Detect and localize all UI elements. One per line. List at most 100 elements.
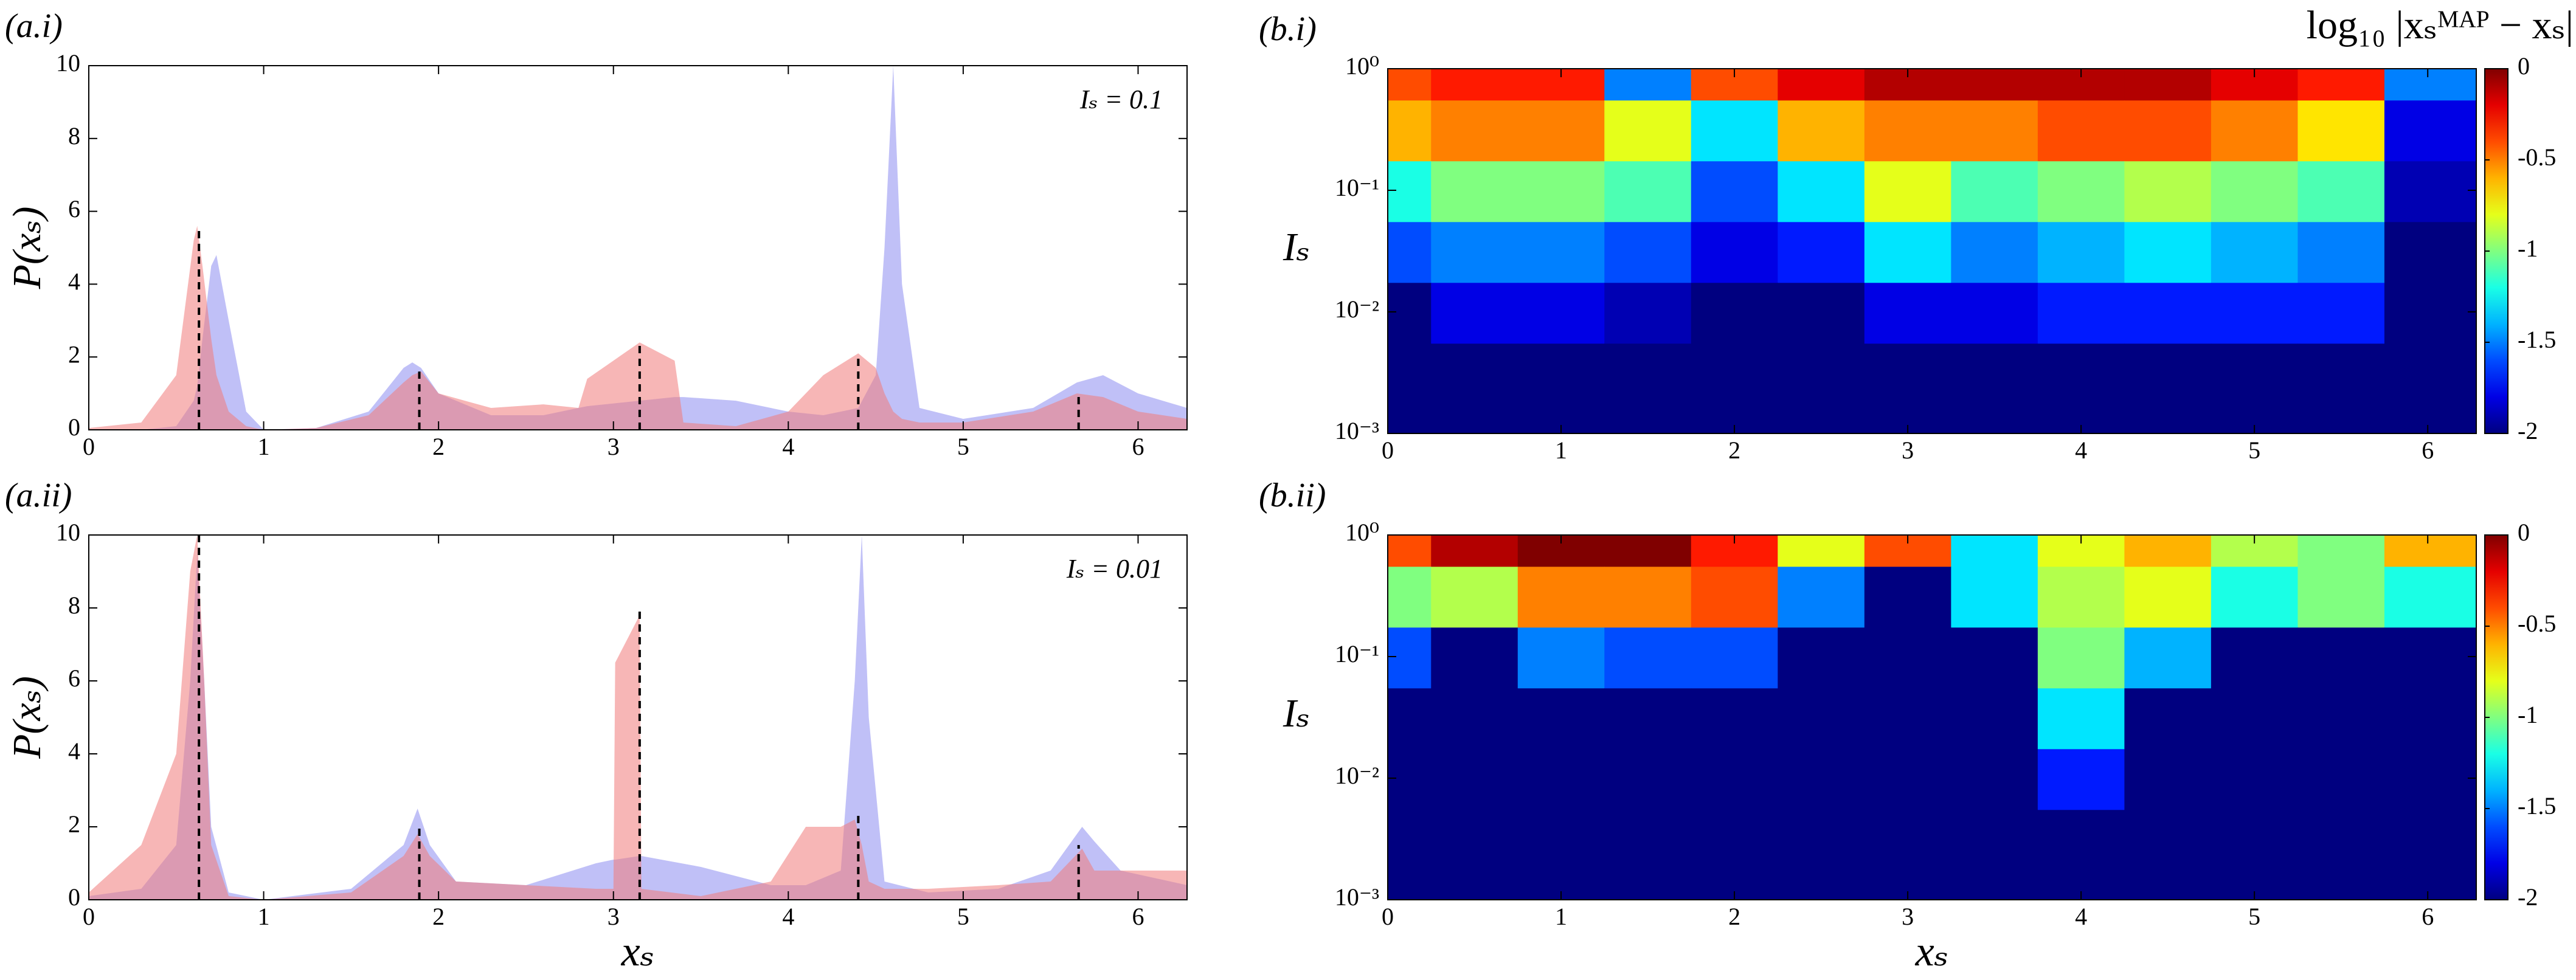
heatmap-cell [1691,100,1778,162]
axes-frame [88,65,1188,430]
axes-frame [88,534,1188,900]
plot-area [1388,69,2476,433]
heatmap-cell [1778,627,1865,689]
heatmap-cell [2124,749,2212,810]
x-tick-label: 1 [1555,903,1567,930]
heatmap-cell [2211,283,2299,344]
heatmap-cell [1691,343,1778,405]
heatmap-cell [1431,567,1518,628]
plot-area [89,66,1187,430]
heatmap-cell [1431,810,1518,871]
x-tick-label: 6 [1132,903,1144,930]
heatmap-cell [1604,222,1692,283]
heatmap-cell [1778,688,1865,750]
heatmap-cell [1517,343,1605,405]
panel-label: (b.i) [1259,10,1317,48]
colorbar-label: log₁₀ |xₛᴹᴬᴾ − xₛ| [2307,3,2574,47]
x-tick-label: 1 [1555,437,1567,464]
heatmap-cell [2384,567,2476,628]
heatmap-cell [1388,627,1432,689]
plot-area [89,535,1187,900]
heatmap-cell [2124,810,2212,871]
heatmap-cell [2124,535,2212,567]
heatmap-cell [2384,69,2476,101]
heatmap-cell [2384,688,2476,750]
heatmap-cell [1691,627,1778,689]
heatmap-cell [1951,222,2038,283]
x-tick-label: 3 [608,433,620,460]
x-tick-label: 0 [1382,437,1394,464]
heatmap-cell [1604,343,1692,405]
heatmap-cell [2037,688,2125,750]
colorbar-tick-label: 0 [2518,519,2530,546]
x-tick-label: 4 [2075,437,2087,464]
heatmap-cell [2297,222,2385,283]
x-tick-label: 5 [957,903,969,930]
y-tick-label: 10⁰ [1345,52,1379,80]
heatmap-cell [2037,283,2125,344]
colorbar-tick-label: -0.5 [2518,610,2556,637]
heatmap-cell [1778,749,1865,810]
heatmap-cell [2124,69,2212,101]
colorbar-tick-label: -1.5 [2518,326,2556,353]
heatmap-cell [1691,749,1778,810]
heatmap-cell [1864,688,1951,750]
heatmap-cell [1951,404,2038,433]
x-tick-label: 6 [2422,903,2434,930]
heatmap-cell [1778,343,1865,405]
y-tick-label: 10⁻² [1335,295,1379,323]
heatmap-cell [1691,161,1778,223]
heatmap-cell [1517,100,1605,162]
heatmap-cell [1951,627,2038,689]
heatmap-cell [2211,100,2299,162]
x-tick-label: 0 [1382,903,1394,930]
heatmap-cell [1604,161,1692,223]
y-tick-label: 6 [68,664,80,692]
heatmap-cell [1388,404,1432,433]
panel-label: (a.ii) [5,477,72,514]
y-tick-label: 10 [56,49,80,77]
heatmap-cell [2037,627,2125,689]
y-tick-label: 10⁻² [1335,762,1379,789]
heatmap-cell [1388,222,1432,283]
heatmap-cell [1517,283,1605,344]
heatmap-cell [1604,567,1692,628]
density-area [89,226,1187,430]
heatmap-cell [1388,567,1432,628]
heatmap-cell [2211,627,2299,689]
y-tick-label: 2 [68,810,80,838]
heatmap-cell [1778,810,1865,871]
heatmap-cell [1431,222,1518,283]
y-axis-label: Iₛ [1283,225,1310,269]
heatmap-cell [2297,283,2385,344]
heatmap-cell [1951,535,2038,567]
y-tick-label: 10⁻¹ [1335,640,1379,668]
heatmap-cell [1604,749,1692,810]
y-tick-label: 10⁰ [1345,519,1379,546]
heatmap-cell [1951,283,2038,344]
heatmap-cell [1604,100,1692,162]
x-tick-label: 6 [2422,437,2434,464]
annotation: Iₛ = 0.01 [1066,554,1163,584]
heatmap-cell [1388,749,1432,810]
heatmap-cell [1431,161,1518,223]
heatmap-cell [2297,535,2385,567]
x-tick-label: 1 [258,433,270,460]
heatmap-cell [1604,69,1692,101]
heatmap-cell [2384,222,2476,283]
heatmap-cell [2384,161,2476,223]
x-tick-label: 2 [1728,903,1740,930]
y-tick-label: 10⁻³ [1335,417,1379,444]
heatmap-cell [1864,343,1951,405]
heatmap-cell [1431,283,1518,344]
heatmap-cell [2124,222,2212,283]
y-tick-label: 4 [68,737,80,765]
heatmap-cell [2037,810,2125,871]
heatmap-cell [1388,69,1432,101]
heatmap-cell [1388,161,1432,223]
colorbar-tick-label: -2 [2518,883,2538,911]
heatmap-cell [1431,749,1518,810]
x-tick-label: 3 [1902,903,1914,930]
heatmap-cell [1691,222,1778,283]
heatmap-cell [2211,567,2299,628]
